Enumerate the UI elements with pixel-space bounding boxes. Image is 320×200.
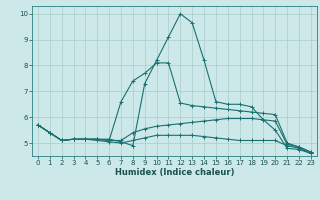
X-axis label: Humidex (Indice chaleur): Humidex (Indice chaleur)	[115, 168, 234, 177]
